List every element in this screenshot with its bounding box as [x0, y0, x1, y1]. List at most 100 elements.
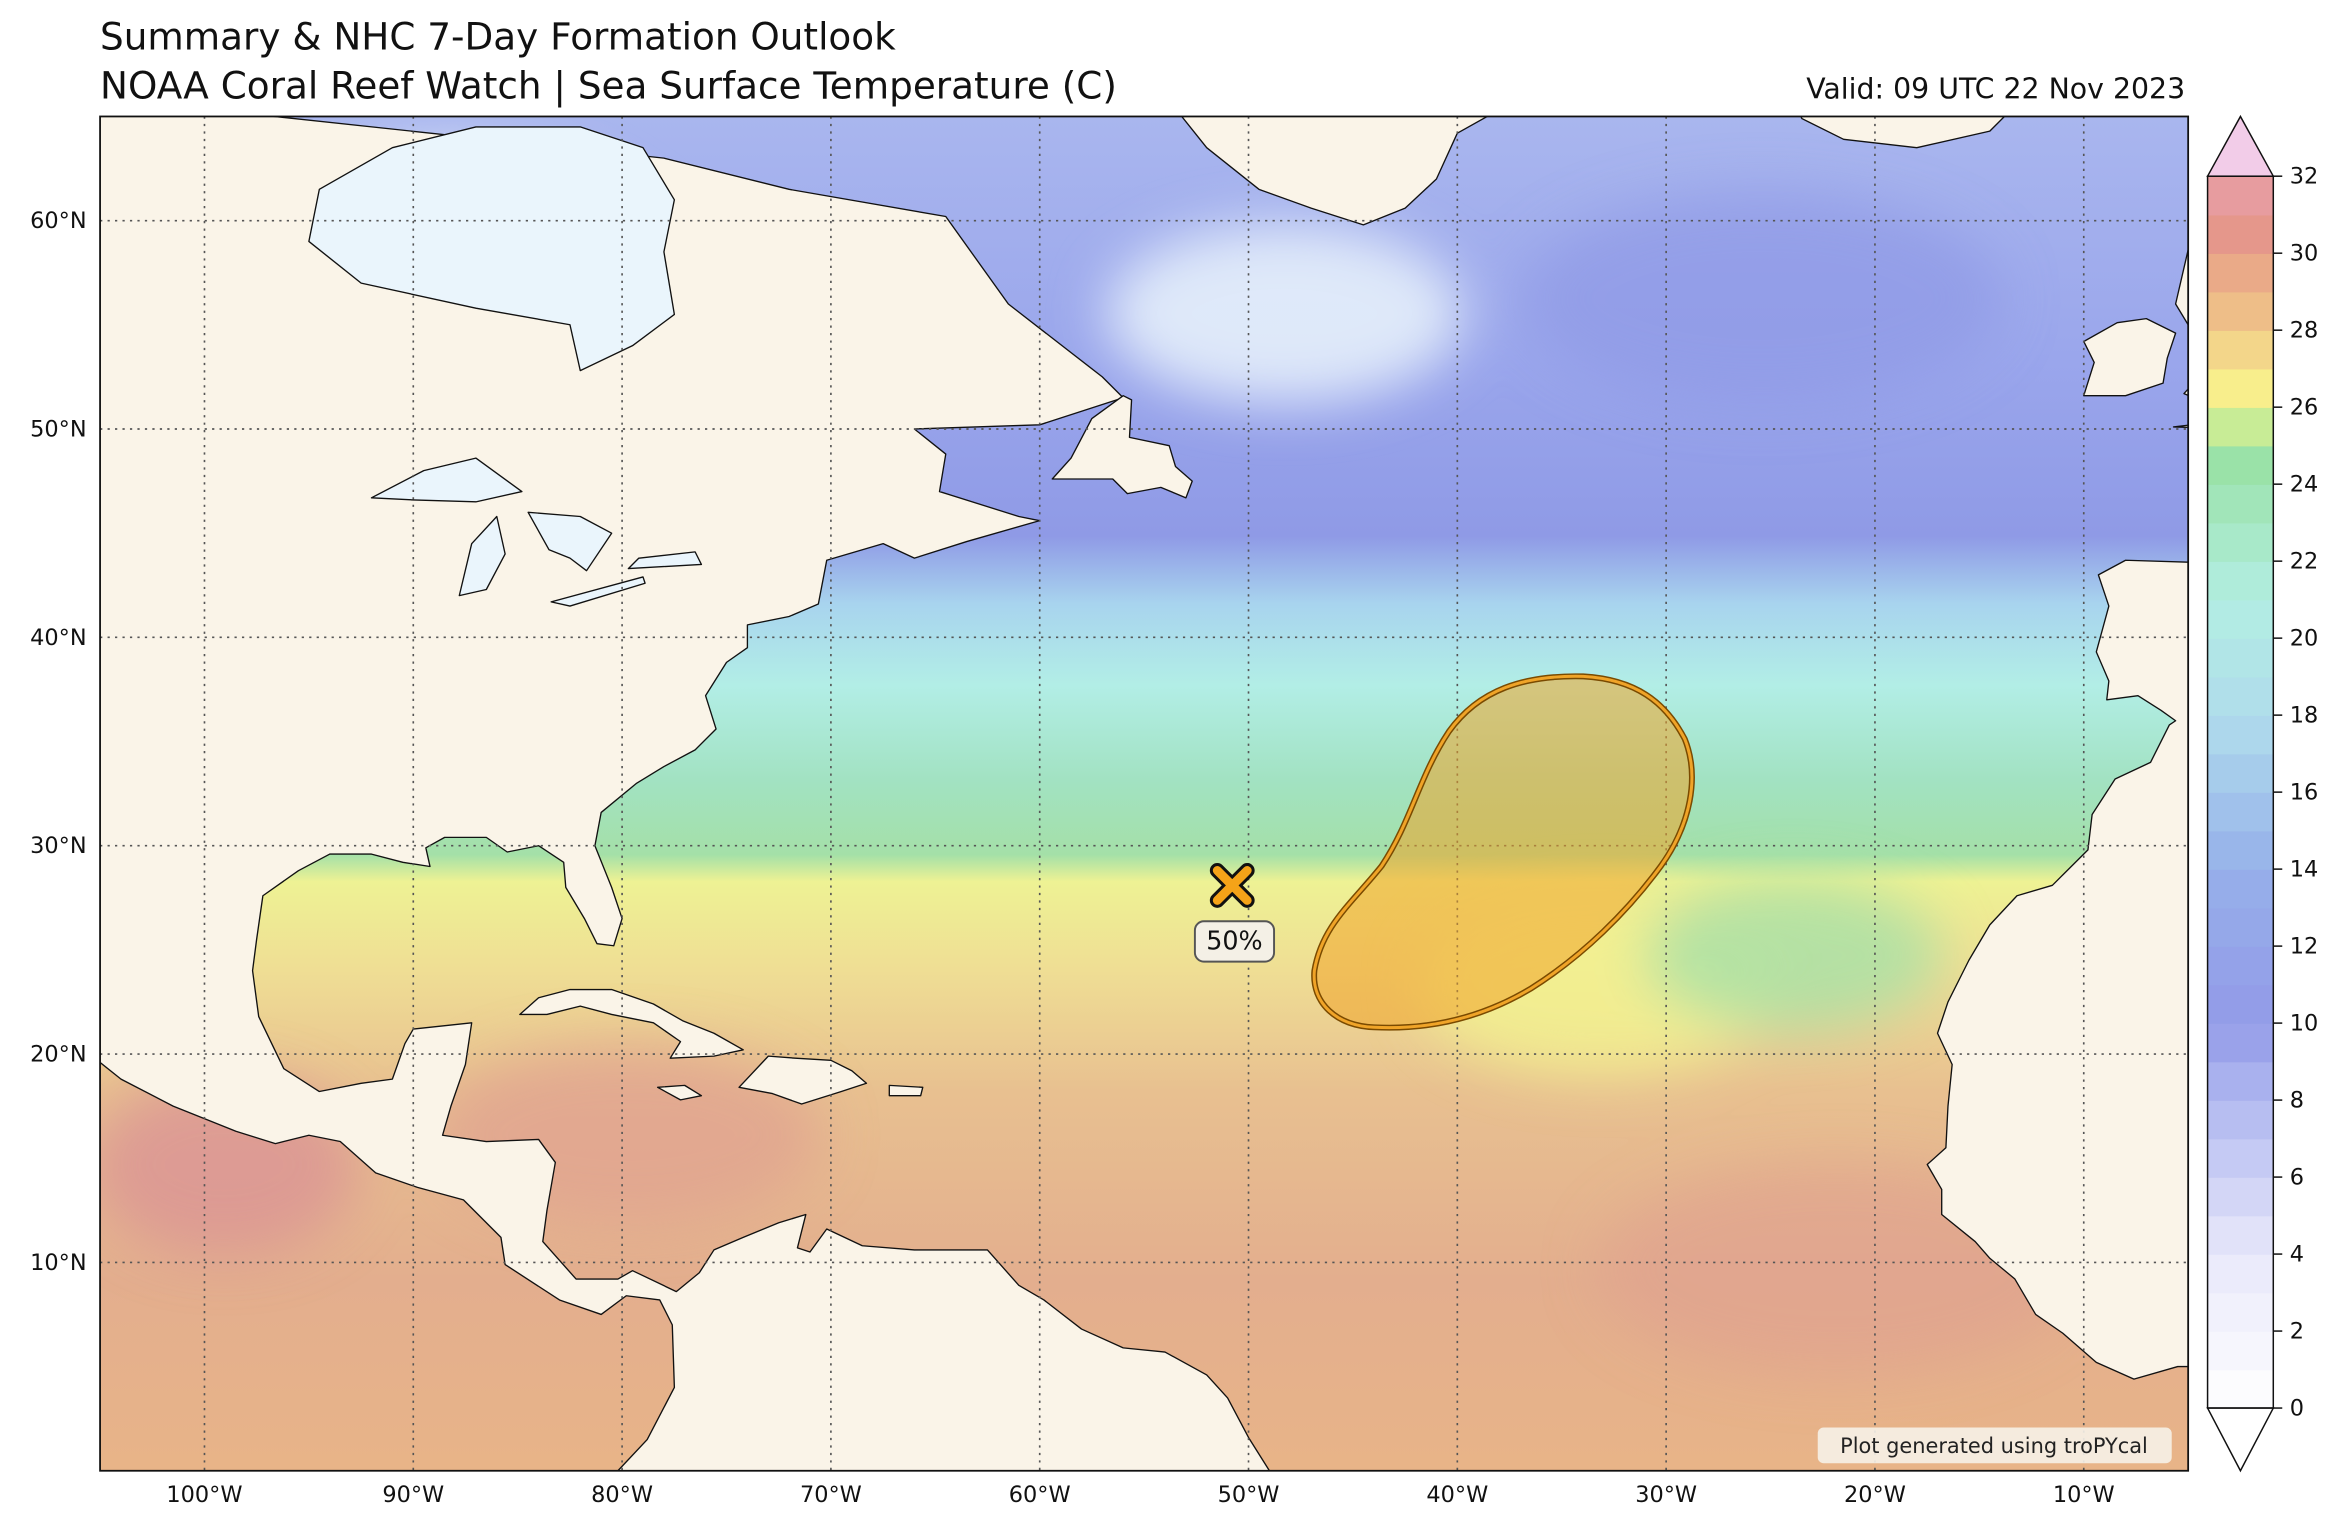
hispaniola	[738, 1055, 868, 1105]
britain	[2172, 249, 2189, 428]
colorbar-tick-label: 10	[2290, 1011, 2319, 1037]
colorbar-tick-label: 22	[2290, 549, 2319, 575]
colorbar-band	[2207, 176, 2274, 216]
colorbar-band	[2207, 522, 2274, 562]
colorbar-tick-label: 18	[2290, 703, 2319, 729]
colorbar-band	[2207, 638, 2274, 678]
subtitle: NOAA Coral Reef Watch | Sea Surface Temp…	[100, 64, 1117, 109]
lon-label: 50°W	[1218, 1482, 1280, 1508]
map-axes: 100°W 90°W 80°W 70°W 60°W 50°W 40°W 30°W 20°W 10°…	[30, 208, 2114, 1508]
colorbar-tick-label: 0	[2290, 1396, 2304, 1422]
newfoundland	[1051, 395, 1193, 499]
north-america	[100, 116, 1271, 1471]
lake-erie	[550, 576, 646, 607]
land	[100, 116, 2189, 1471]
colorbar-band	[2207, 1023, 2274, 1063]
colorbar-band	[2207, 1292, 2274, 1332]
lon-label: 90°W	[382, 1482, 444, 1508]
colorbar-band	[2207, 1254, 2274, 1294]
lat-label: 10°N	[30, 1250, 86, 1276]
lat-label: 20°N	[30, 1042, 86, 1068]
lat-label: 30°N	[30, 833, 86, 859]
lake-superior	[370, 457, 523, 503]
colorbar-band	[2207, 984, 2274, 1024]
colorbar-band	[2207, 1331, 2274, 1371]
colorbar-band	[2207, 946, 2274, 986]
valid-time: Valid: 09 UTC 22 Nov 2023	[1806, 73, 2185, 106]
colorbar-band	[2207, 214, 2274, 254]
colorbar-band	[2207, 869, 2274, 909]
jamaica	[656, 1084, 703, 1101]
colorbar-tick-label: 8	[2290, 1088, 2304, 1114]
map: 50% Plot generated using troPYcal	[100, 116, 2189, 1471]
colorbar-band	[2207, 1100, 2274, 1140]
colorbar-tick-label: 24	[2290, 472, 2319, 498]
credit-box	[1817, 1427, 2172, 1464]
graticule	[100, 116, 2189, 1471]
colorbar-tick-label: 30	[2290, 241, 2319, 267]
colorbar-band	[2207, 907, 2274, 947]
colorbar-band	[2207, 753, 2274, 793]
disturbance-marker	[1209, 863, 1255, 908]
colorbar-extend-top	[2206, 114, 2275, 177]
title: Summary & NHC 7-Day Formation Outlook	[100, 14, 896, 58]
colorbar-band	[2207, 368, 2274, 408]
probability-box	[1193, 920, 1276, 963]
colorbar-band	[2207, 407, 2274, 447]
colorbar-band	[2207, 676, 2274, 716]
colorbar-band	[2207, 830, 2274, 870]
hudson-bay	[308, 126, 676, 372]
colorbar-band	[2207, 1215, 2274, 1255]
credit: Plot generated using troPYcal	[1840, 1434, 2148, 1458]
colorbar-tick-label: 12	[2290, 934, 2319, 960]
colorbar-tick-label: 14	[2290, 857, 2319, 883]
lon-label: 30°W	[1635, 1482, 1697, 1508]
lon-label: 60°W	[1009, 1482, 1071, 1508]
colorbar-band	[2207, 1138, 2274, 1178]
puerto-rico	[888, 1084, 924, 1097]
lon-label: 70°W	[800, 1482, 862, 1508]
colorbar-band	[2207, 1369, 2274, 1409]
colorbar-band	[2207, 561, 2274, 601]
colorbar-tick-label: 26	[2290, 395, 2319, 421]
colorbar-tick-label: 20	[2290, 626, 2319, 652]
colorbar-tick-label: 6	[2290, 1165, 2304, 1191]
lake-michigan	[458, 515, 506, 597]
colorbar-band	[2207, 715, 2274, 755]
probability-label: 50%	[1206, 926, 1262, 956]
colorbar-band	[2207, 445, 2274, 485]
lon-label: 20°W	[1844, 1482, 1906, 1508]
lon-label: 100°W	[166, 1482, 242, 1508]
colorbar-band	[2207, 291, 2274, 331]
colorbar-tick-label: 16	[2290, 780, 2319, 806]
colorbar-band	[2207, 330, 2274, 370]
greenland	[1180, 116, 1489, 226]
lat-label: 60°N	[30, 208, 86, 234]
lake-ontario	[627, 551, 703, 570]
lake-huron	[527, 511, 613, 572]
lat-label: 50°N	[30, 416, 86, 442]
lon-label: 10°W	[2053, 1482, 2115, 1508]
lon-label: 40°W	[1426, 1482, 1488, 1508]
cuba	[519, 988, 744, 1059]
colorbar-tick-label: 2	[2290, 1319, 2304, 1345]
colorbar-band	[2207, 1061, 2274, 1101]
lon-label: 80°W	[591, 1482, 653, 1508]
map-frame	[99, 115, 2190, 1472]
outlook-area-edge	[1312, 674, 1694, 1030]
colorbar-band	[2207, 484, 2274, 524]
colorbar-tick-label: 28	[2290, 318, 2319, 344]
colorbar-band	[2207, 1177, 2274, 1217]
lat-label: 40°N	[30, 625, 86, 651]
colorbar-tick-label: 32	[2290, 164, 2319, 190]
ireland	[2083, 317, 2177, 397]
colorbar-band	[2207, 599, 2274, 639]
colorbar-band	[2207, 792, 2274, 832]
colorbar-tick-label: 4	[2290, 1242, 2304, 1268]
europe-africa	[1926, 559, 2189, 1380]
colorbar-extend-bottom	[2206, 1407, 2275, 1473]
iceland	[1800, 116, 2006, 149]
colorbar-band	[2207, 253, 2274, 293]
